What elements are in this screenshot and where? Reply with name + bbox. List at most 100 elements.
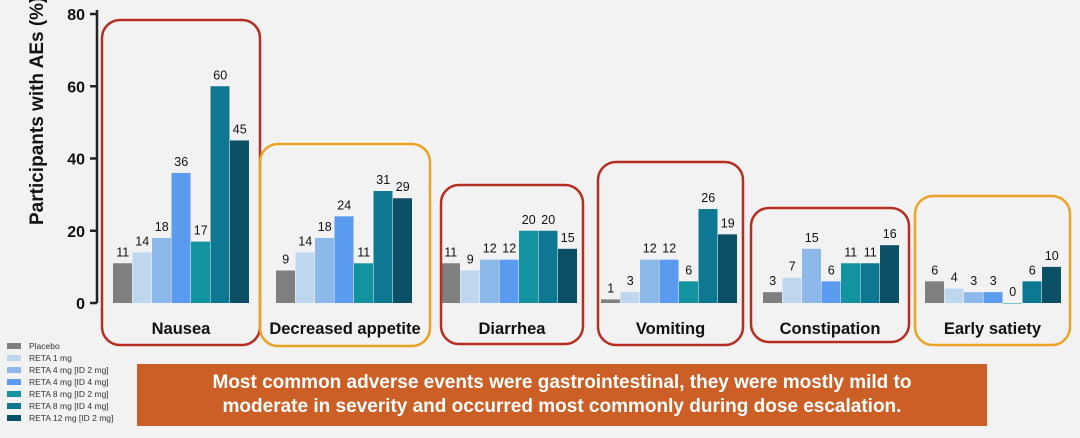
bar [441, 263, 460, 303]
banner-line-1: Most common adverse events were gastroin… [212, 372, 912, 393]
bar [210, 86, 230, 303]
y-tick-label: 20 [67, 224, 85, 241]
category-box [596, 160, 745, 347]
bar [113, 263, 132, 303]
y-tick-label: 0 [76, 296, 85, 313]
data-label: 0 [1009, 285, 1016, 299]
bar [354, 263, 373, 303]
legend-label: RETA 8 mg [ID 4 mg] [29, 401, 109, 411]
data-label: 20 [522, 213, 536, 227]
category-label: Vomiting [636, 320, 705, 338]
data-label: 31 [376, 173, 390, 187]
data-label: 3 [970, 274, 977, 288]
data-label: 12 [662, 242, 676, 256]
bar [802, 248, 821, 303]
data-label: 12 [483, 242, 497, 256]
data-label: 60 [213, 68, 227, 82]
data-label: 3 [627, 274, 634, 288]
legend-item: RETA 8 mg [ID 4 mg] [7, 400, 113, 412]
bar [171, 172, 191, 303]
data-label: 7 [789, 260, 796, 274]
data-label: 15 [561, 231, 575, 245]
data-label: 12 [643, 242, 657, 256]
category-box [258, 142, 432, 348]
bar [944, 288, 964, 303]
category-boxes [100, 18, 1072, 348]
data-label: 12 [502, 242, 516, 256]
bar [964, 292, 983, 303]
data-label: 11 [444, 245, 457, 259]
bar [718, 234, 737, 303]
bar [519, 230, 538, 303]
data-label: 15 [805, 231, 819, 245]
bar [1003, 303, 1022, 304]
bar [480, 259, 499, 303]
category-label: Decreased appetite [269, 320, 420, 338]
data-label: 17 [194, 224, 208, 238]
legend-label: RETA 1 mg [29, 353, 72, 363]
bar [860, 263, 880, 303]
data-label: 9 [282, 252, 289, 266]
data-label: 6 [828, 263, 835, 277]
bar [841, 263, 860, 303]
data-label: 11 [116, 245, 129, 259]
legend-item: RETA 4 mg [ID 4 mg] [7, 376, 113, 388]
data-label: 19 [721, 216, 735, 230]
bar [782, 277, 802, 303]
data-label: 45 [233, 122, 247, 136]
data-label: 20 [541, 213, 555, 227]
data-label: 3 [990, 274, 997, 288]
legend-item: RETA 4 mg [ID 2 mg] [7, 364, 113, 376]
legend-swatch [7, 355, 21, 361]
legend-swatch [7, 367, 21, 373]
category-box [749, 206, 911, 344]
y-axis-label: Participants with AEs (%) [27, 0, 48, 225]
data-label: 6 [685, 263, 692, 277]
legend-label: RETA 4 mg [ID 2 mg] [29, 365, 109, 375]
legend-item: RETA 1 mg [7, 352, 113, 364]
data-label: 10 [1045, 249, 1059, 263]
bar [315, 237, 334, 303]
data-label: 11 [357, 245, 370, 259]
bar [880, 245, 899, 303]
legend-label: RETA 12 mg [ID 2 mg] [29, 413, 114, 423]
bar [640, 259, 659, 303]
data-label: 18 [155, 220, 169, 234]
data-label: 11 [844, 245, 857, 259]
data-label: 4 [951, 271, 958, 285]
bar [763, 292, 782, 303]
legend-item: RETA 8 mg [ID 2 mg] [7, 388, 113, 400]
data-label: 9 [467, 252, 474, 266]
legend-swatch [7, 343, 21, 349]
bar [620, 292, 640, 303]
bar [191, 241, 210, 303]
bar [393, 198, 412, 303]
bar [821, 281, 841, 303]
summary-banner: Most common adverse events were gastroin… [137, 364, 987, 426]
data-label: 24 [337, 198, 351, 212]
y-tick-label: 80 [67, 7, 85, 24]
legend-label: RETA 4 mg [ID 4 mg] [29, 377, 109, 387]
legend-swatch [7, 391, 21, 397]
bar [460, 270, 480, 303]
category-box [439, 183, 585, 346]
bar [659, 259, 679, 303]
bar [925, 281, 944, 303]
category-label: Nausea [152, 320, 212, 338]
bar [334, 216, 354, 303]
bar [230, 140, 249, 303]
category-label: Diarrhea [479, 320, 547, 338]
bar [601, 299, 620, 303]
bar [1022, 281, 1042, 303]
category-label: Early satiety [944, 320, 1042, 338]
bar [295, 252, 315, 303]
bar [538, 230, 558, 303]
data-label: 18 [318, 220, 332, 234]
legend-swatch [7, 415, 21, 421]
data-label: 3 [769, 274, 776, 288]
legend-label: Placebo [29, 341, 60, 351]
legend-swatch [7, 403, 21, 409]
legend: Placebo RETA 1 mg RETA 4 mg [ID 2 mg] RETA … [7, 340, 113, 424]
legend-item: Placebo [7, 340, 113, 352]
